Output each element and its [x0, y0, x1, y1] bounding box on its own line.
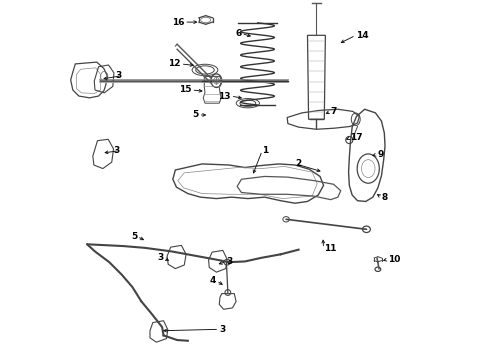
Text: 16: 16 — [172, 18, 184, 27]
Text: 17: 17 — [350, 133, 363, 142]
Text: 15: 15 — [179, 85, 192, 94]
Text: 13: 13 — [218, 91, 231, 100]
Text: 3: 3 — [113, 146, 119, 155]
Text: 9: 9 — [377, 150, 384, 159]
Text: 3: 3 — [226, 257, 233, 266]
Text: 4: 4 — [210, 276, 217, 285]
Text: 6: 6 — [235, 29, 242, 38]
Text: 3: 3 — [157, 253, 164, 262]
Text: 5: 5 — [192, 111, 198, 120]
Text: 11: 11 — [323, 244, 336, 253]
Text: 10: 10 — [388, 255, 400, 264]
Text: 2: 2 — [296, 159, 302, 168]
Text: 1: 1 — [262, 146, 269, 155]
Text: 14: 14 — [356, 31, 368, 40]
Text: 12: 12 — [168, 59, 181, 68]
Text: 3: 3 — [220, 325, 225, 334]
Text: 5: 5 — [131, 232, 137, 241]
Text: 3: 3 — [116, 71, 122, 80]
Text: 7: 7 — [331, 107, 337, 116]
Text: 8: 8 — [381, 193, 388, 202]
